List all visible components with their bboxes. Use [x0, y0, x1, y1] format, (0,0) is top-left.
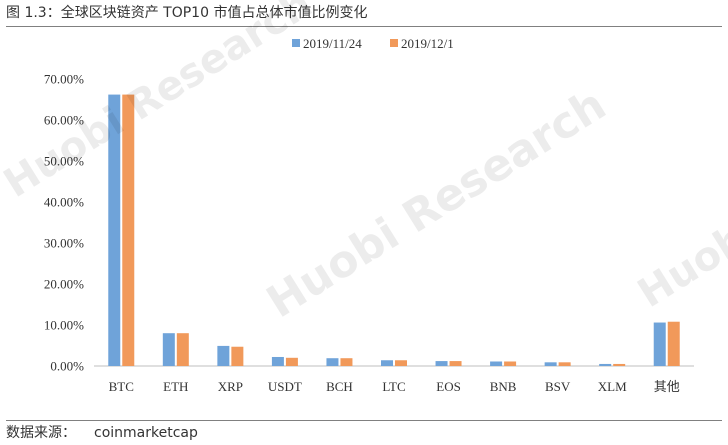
legend-label: 2019/12/1 — [401, 36, 454, 51]
legend-swatch — [390, 39, 398, 47]
bar-nov24 — [162, 333, 175, 366]
bar-dec1 — [340, 358, 353, 366]
y-tick-label: 10.00% — [44, 318, 84, 333]
bar-dec1 — [231, 346, 244, 366]
bar-nov24 — [108, 94, 121, 366]
bar-dec1 — [285, 357, 298, 366]
bar-dec1 — [558, 362, 571, 366]
bar-dec1 — [176, 333, 189, 366]
bar-dec1 — [395, 360, 407, 366]
y-tick-label: 60.00% — [44, 113, 84, 128]
title-rule — [6, 26, 722, 27]
bar-nov24 — [653, 322, 666, 366]
y-tick-label: 0.00% — [50, 359, 84, 374]
bar-nov24 — [217, 345, 230, 366]
bar-chart: 0.00% 10.00% 20.00% 30.00% 40.00% 50.00% 60.00… — [44, 36, 694, 394]
y-tick-label: 50.00% — [44, 154, 84, 169]
y-tick-label: 70.00% — [44, 72, 84, 87]
source-line: 数据来源： coinmarketcap — [6, 423, 722, 443]
bar-dec1 — [122, 94, 135, 366]
legend-swatch — [292, 39, 300, 47]
y-tick-label: 20.00% — [44, 277, 84, 292]
x-tick-label: BCH — [326, 379, 353, 394]
bar-dec1 — [667, 321, 680, 366]
x-tick-label: BSV — [545, 379, 571, 394]
source-value: coinmarketcap — [94, 425, 198, 441]
x-tick-label: BTC — [109, 379, 134, 394]
x-tick-label: LTC — [382, 379, 405, 394]
bar-nov24 — [544, 362, 557, 366]
bar-nov24 — [326, 358, 339, 366]
bar-nov24 — [599, 363, 612, 366]
source-label: 数据来源： — [6, 425, 76, 441]
bar-dec1 — [504, 361, 517, 366]
x-tick-label: USDT — [268, 379, 302, 394]
y-tick-label: 30.00% — [44, 236, 84, 251]
x-tick-label: XRP — [218, 379, 243, 394]
source-rule — [6, 420, 722, 421]
x-tick-label: 其他 — [654, 379, 680, 394]
bar-nov24 — [381, 360, 393, 366]
bar-dec1 — [449, 361, 462, 366]
figure-title: 图 1.3：全球区块链资产 TOP10 市值占总体市值比例变化 — [6, 5, 368, 21]
bar-nov24 — [271, 356, 284, 366]
x-tick-label: ETH — [163, 379, 188, 394]
y-tick-label: 40.00% — [44, 195, 84, 210]
bar-nov24 — [435, 361, 448, 366]
x-tick-label: XLM — [598, 379, 627, 394]
x-tick-label: BNB — [490, 379, 517, 394]
legend-label: 2019/11/24 — [303, 36, 362, 51]
bar-nov24 — [490, 361, 503, 366]
bar-dec1 — [613, 363, 626, 366]
x-tick-label: EOS — [436, 379, 461, 394]
